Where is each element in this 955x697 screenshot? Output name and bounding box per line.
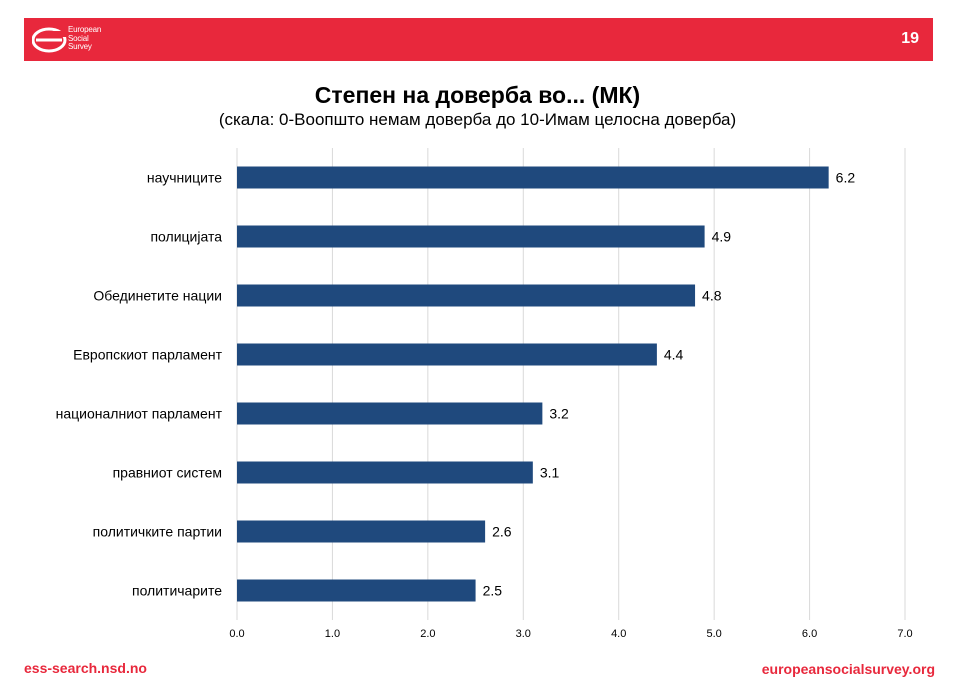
bar (237, 225, 705, 248)
x-tick-label: 3.0 (516, 628, 531, 640)
bar (237, 461, 533, 484)
category-label: политичките партии (93, 524, 222, 540)
category-label: полицијата (150, 229, 222, 245)
category-label: националниот парламент (56, 406, 223, 422)
x-tick-label: 1.0 (325, 628, 340, 640)
logo-line-2: Social (68, 33, 89, 43)
category-label: Обединетите нации (93, 288, 222, 304)
logo-line-1: European (68, 25, 102, 34)
ess-logo-icon (32, 27, 72, 53)
logo-line-3: Survey (68, 42, 92, 51)
value-label: 6.2 (836, 170, 856, 186)
value-label: 4.8 (702, 288, 722, 304)
x-tick-label: 2.0 (420, 628, 435, 640)
bar (237, 166, 829, 189)
x-tick-label: 7.0 (897, 628, 912, 640)
bar (237, 402, 543, 425)
category-label: политичарите (132, 583, 222, 599)
footer-link-ess-website[interactable]: europeansocialsurvey.org (761, 661, 935, 677)
page-number: 19 (901, 30, 919, 47)
category-label: правниот систем (113, 465, 222, 481)
chart-title: Степен на доверба во... (МК) (314, 82, 641, 108)
value-label: 4.4 (664, 347, 684, 363)
category-label: Европскиот парламент (73, 347, 222, 363)
category-label: научниците (147, 170, 222, 186)
bar (237, 520, 486, 543)
footer-link-ess-search[interactable]: ess-search.nsd.no (24, 660, 147, 676)
bar (237, 343, 657, 366)
x-tick-label: 0.0 (229, 628, 244, 640)
bar (237, 284, 696, 307)
x-tick-label: 4.0 (611, 628, 626, 640)
x-tick-label: 6.0 (802, 628, 817, 640)
value-label: 3.2 (549, 406, 569, 422)
x-tick-label: 5.0 (706, 628, 721, 640)
value-label: 4.9 (712, 229, 732, 245)
ess-logo: European Social Survey (32, 25, 122, 55)
chart-subtitle: (скала: 0-Воопшто немам доверба до 10-Им… (218, 110, 737, 129)
value-label: 3.1 (540, 465, 560, 481)
value-label: 2.5 (483, 583, 503, 599)
bar-chart: 0.0 1.0 2.0 3.0 4.0 5.0 6.0 7.0 научниците 6.2 пол… (56, 148, 913, 640)
ess-logo-text: European Social Survey (68, 25, 128, 52)
value-label: 2.6 (492, 524, 512, 540)
header-band (24, 18, 933, 61)
bar (237, 579, 476, 602)
